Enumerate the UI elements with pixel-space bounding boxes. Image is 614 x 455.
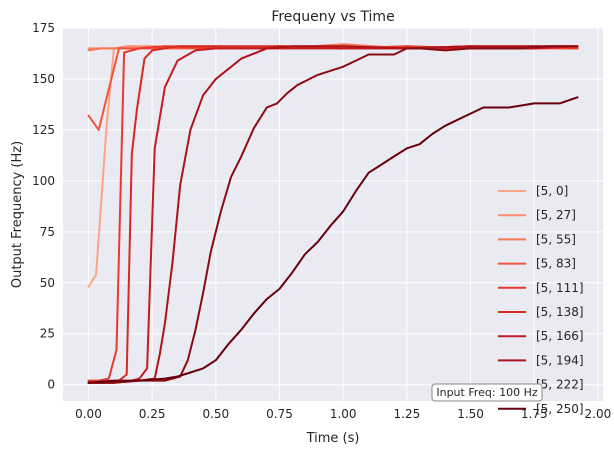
legend-label: [5, 0] [536,184,568,198]
y-tick-label: 50 [40,276,55,290]
legend-label: [5, 250] [536,402,584,416]
y-tick-label: 150 [32,72,55,86]
y-tick-label: 0 [47,378,55,392]
x-tick-label: 1.50 [457,407,484,421]
x-tick-label: 0.50 [202,407,229,421]
series-line [87,45,579,384]
legend-label: [5, 111] [536,281,584,295]
y-tick-label: 175 [32,21,55,35]
legend-label: [5, 222] [536,378,584,392]
x-tick-label: 1.75 [521,407,548,421]
series-line [87,45,579,384]
legend-label: [5, 83] [536,257,576,271]
legend-label: [5, 55] [536,232,576,246]
grid [63,27,603,401]
x-axis-label: Time (s) [306,431,360,446]
x-tick-label: 0.75 [266,407,293,421]
x-tick-label: 0.25 [139,407,166,421]
series-line [87,96,579,384]
chart-title: Frequeny vs Time [271,9,394,25]
annotation-frame [431,383,543,402]
x-tick-labels: 0.00 0.25 0.50 0.75 1.00 1.25 1.50 1.75 2.00 [75,407,611,421]
y-tick-label: 100 [32,174,55,188]
y-axis-label: Output Frequency (Hz) [10,141,25,288]
legend-label: [5, 166] [536,329,584,343]
x-tick-label: 1.00 [330,407,357,421]
legend-label: [5, 138] [536,305,584,319]
y-tick-label: 125 [32,123,55,137]
annotation-text: Input Freq: 100 Hz [436,386,538,399]
legend-label: [5, 194] [536,353,584,367]
legend-label: [5, 27] [536,208,576,222]
x-tick-label: 1.25 [394,407,421,421]
x-tick-label: 2.00 [585,407,612,421]
series-lines [87,43,579,384]
y-tick-labels: 0 25 50 75 100 125 150 175 [32,21,55,392]
legend: [5, 0] [5, 27] [5, 55] [5, 83] [5, 111] [5, 1… [498,184,584,416]
y-tick-label: 25 [40,327,55,341]
y-tick-label: 75 [40,225,55,239]
x-tick-label: 0.00 [75,407,102,421]
annotation-box: Input Freq: 100 Hz [431,383,543,402]
